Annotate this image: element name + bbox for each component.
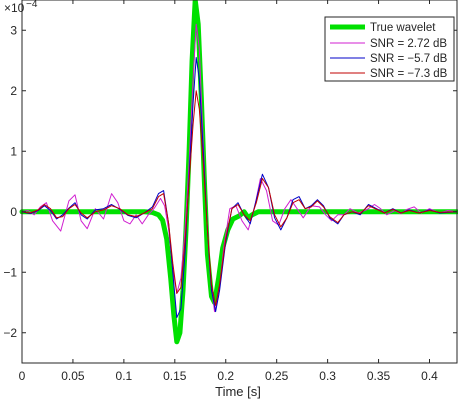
y-tick-label: −2 — [3, 326, 17, 340]
legend-label-3: SNR = −7.3 dB — [370, 68, 448, 80]
series-line-3 — [21, 90, 458, 306]
legend: True wavelet SNR = 2.72 dB SNR = −5.7 dB SN… — [324, 16, 455, 82]
y-tick-label: −1 — [3, 265, 17, 279]
y-exponent-power: −4 — [26, 0, 38, 10]
legend-label-1: SNR = 2.72 dB — [370, 38, 447, 50]
x-tick-label: 0.3 — [319, 369, 336, 383]
y-tick-label: 2 — [10, 84, 17, 98]
x-axis-label: Time [s] — [215, 384, 261, 399]
y-exponent-base: ×10 — [4, 1, 25, 15]
x-tick-label: 0.15 — [163, 369, 187, 383]
x-tick-label: 0.2 — [217, 369, 234, 383]
legend-label-2: SNR = −5.7 dB — [370, 53, 448, 65]
x-tick-label: 0.4 — [421, 369, 438, 383]
x-tick-label: 0.1 — [116, 369, 133, 383]
x-tick-label: 0.05 — [61, 369, 85, 383]
x-tick-label: 0 — [19, 369, 26, 383]
y-exponent-label: ×10 −4 — [4, 0, 38, 15]
y-tick-label: 3 — [10, 23, 17, 37]
series-layer — [19, 0, 458, 345]
legend-label-0: True wavelet — [370, 22, 436, 34]
x-tick-label: 0.35 — [367, 369, 391, 383]
x-tick-label: 0.25 — [265, 369, 289, 383]
series-line-0 — [19, 0, 458, 345]
x-axis: 0 0.05 0.1 0.15 0.2 0.25 0.3 0.35 0.4 — [19, 0, 438, 383]
plot-frame — [21, 0, 458, 364]
y-tick-label: 1 — [10, 144, 17, 158]
y-axis: −2 −1 0 1 2 3 — [3, 23, 457, 340]
y-tick-label: 0 — [10, 205, 17, 219]
